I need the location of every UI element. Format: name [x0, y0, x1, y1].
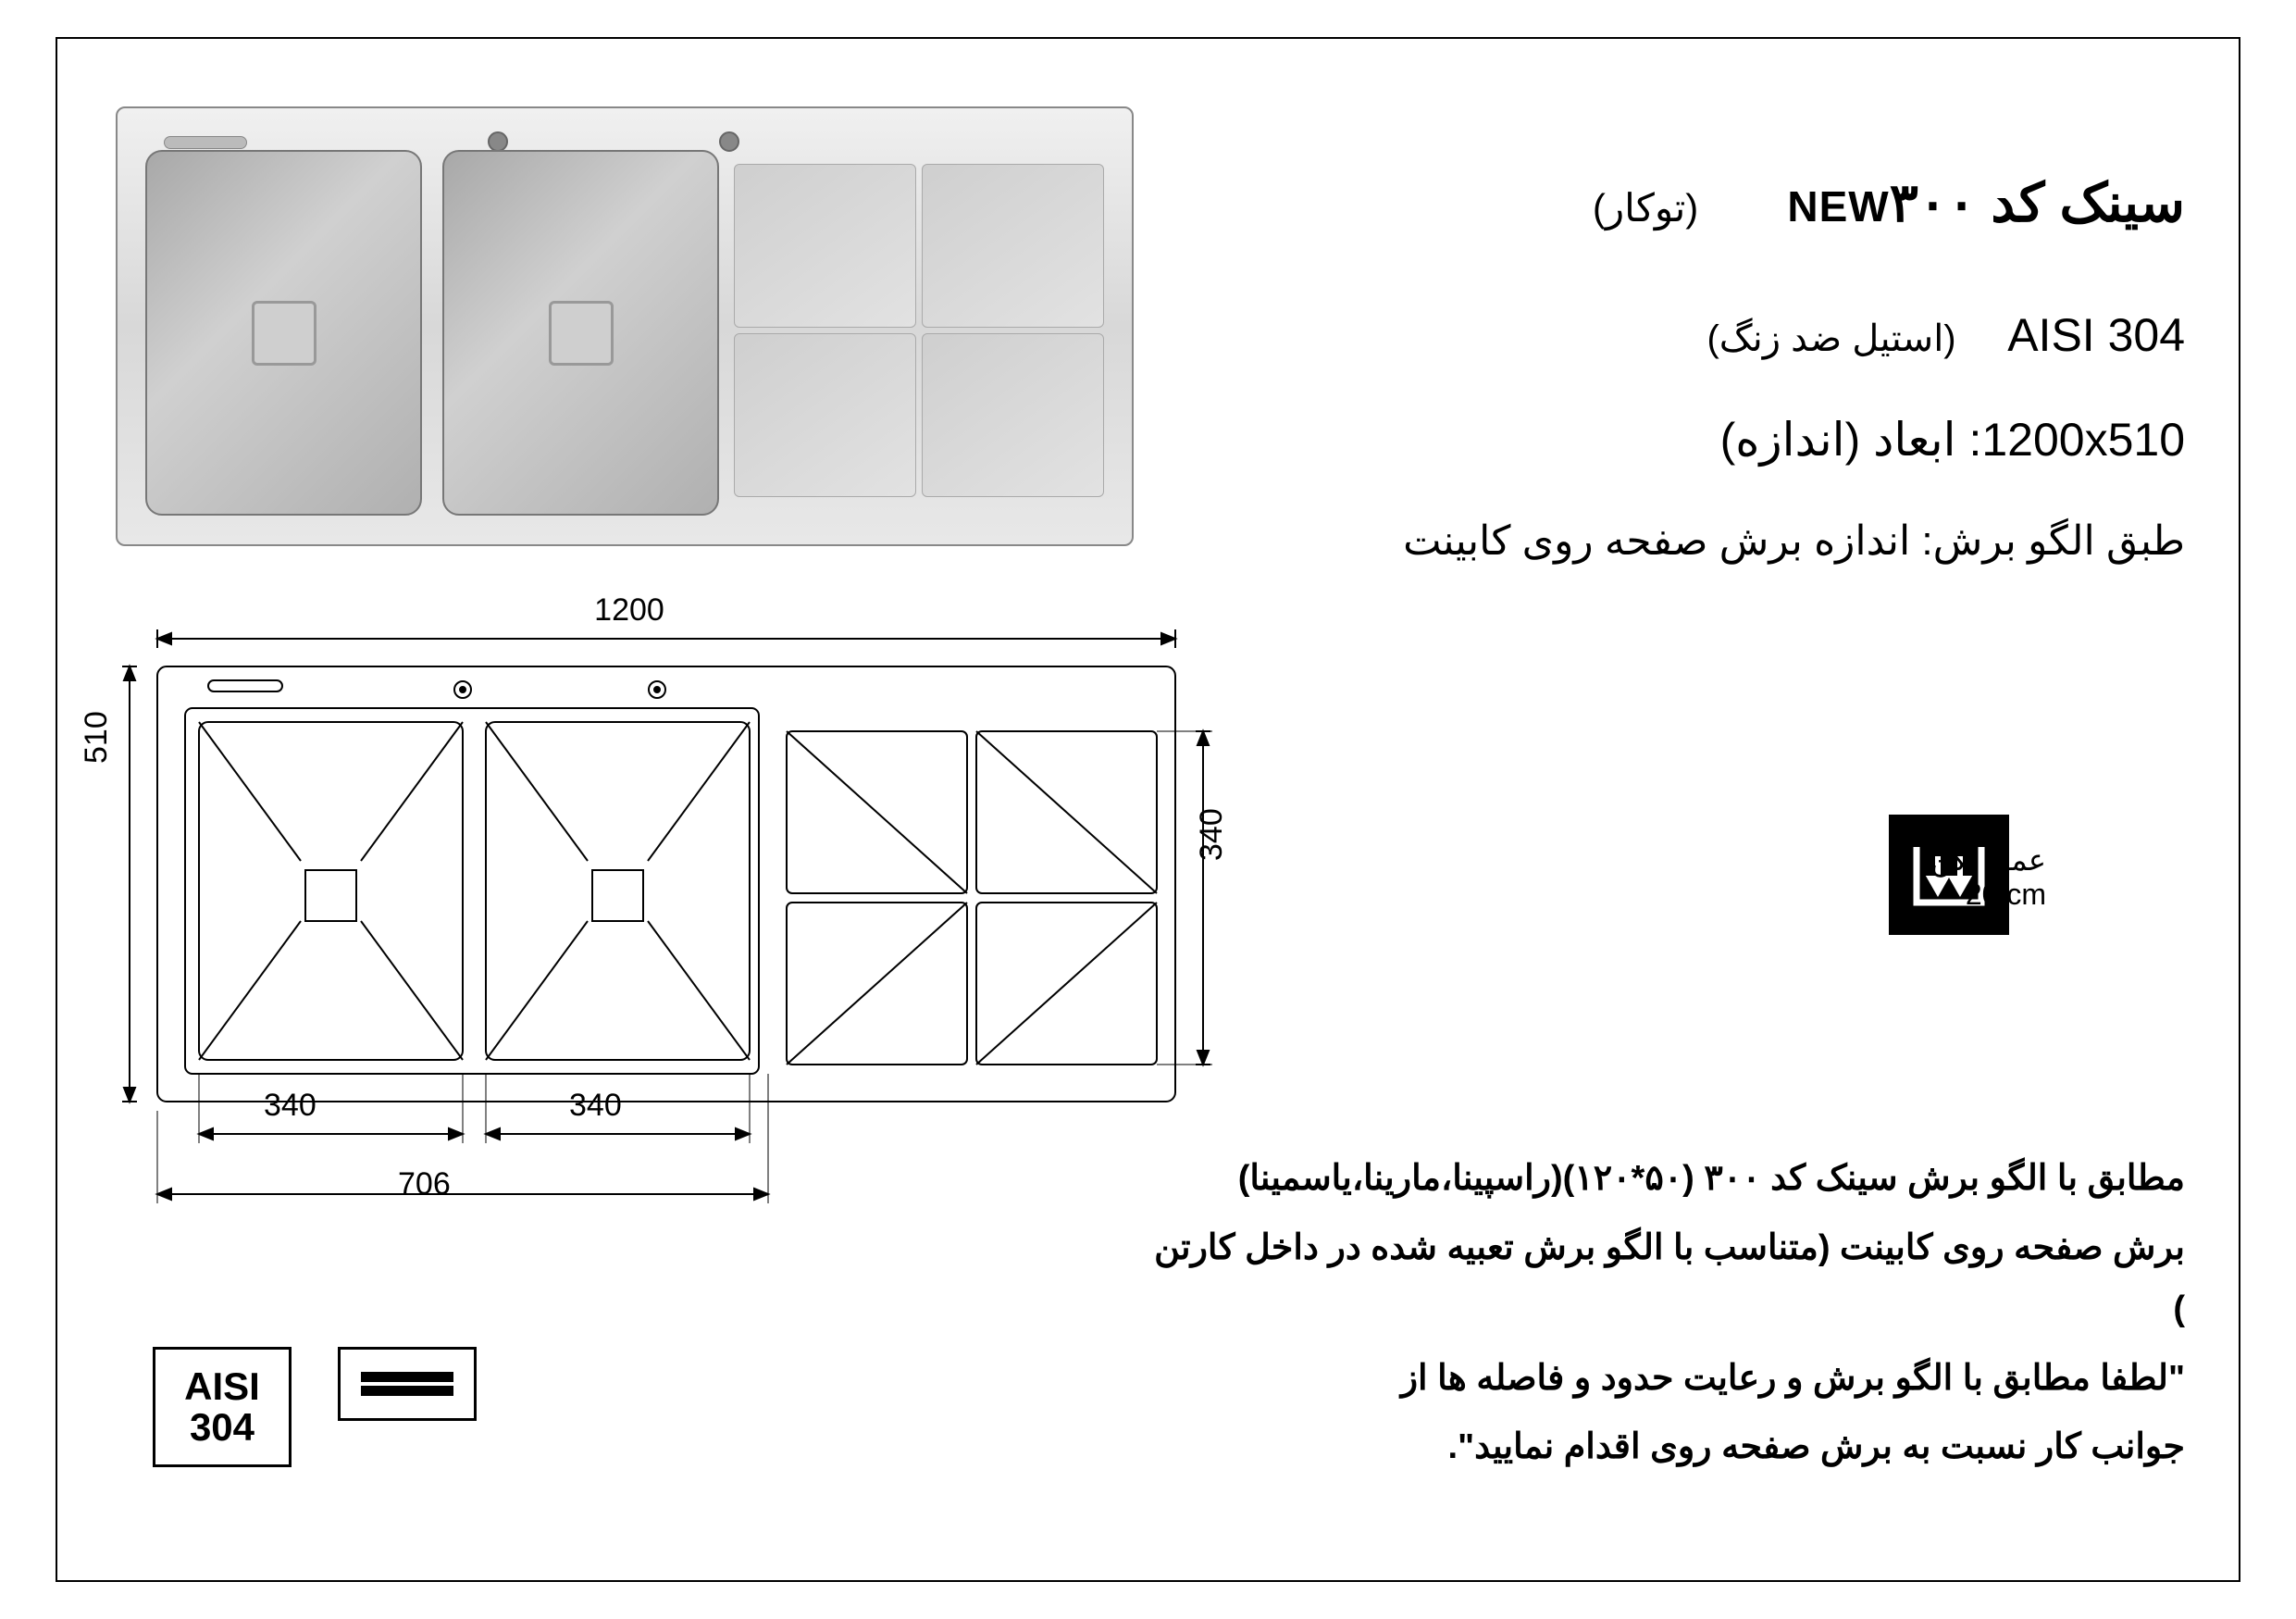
note-line: جوانب کار نسبت به برش صفحه روی اقدام نما… [1148, 1416, 2185, 1478]
drain-panel [734, 164, 916, 328]
drain-panel [922, 164, 1104, 328]
depth-value: 20 cm [1889, 878, 2046, 912]
drain-panel [922, 333, 1104, 497]
note-line: مطابق با الگو برش سینک کد ۳۰۰ (۵۰*۱۲۰)(ر… [1148, 1148, 2185, 1210]
drain-icon [549, 301, 614, 366]
tap-hole-icon [488, 131, 508, 152]
size-label: : ابعاد (اندازه) [1720, 414, 1982, 466]
grade-paren: (استیل ضد زنگ) [1706, 318, 1955, 359]
tap-hole-icon [719, 131, 739, 152]
dimension-bowl-1: 340 [264, 1088, 316, 1124]
spec-grade: AISI 304 (استیل ضد زنگ) [1241, 308, 2185, 362]
dimension-height: 510 [79, 711, 115, 764]
size-value: 1200x510 [1981, 413, 2185, 467]
title-label: سینک کد [1991, 173, 2185, 233]
drain-icon [252, 301, 316, 366]
title-code: ۳۰۰ [1890, 173, 1976, 233]
badge-slot-icon [338, 1347, 477, 1421]
drainboard [734, 164, 1104, 497]
spec-size: 1200x510: ابعاد (اندازه) [1241, 413, 2185, 467]
spec-pattern: طبق الگو برش: اندازه برش صفحه روی کابینت [1241, 517, 2185, 565]
badge-aisi-bottom: 304 [190, 1407, 254, 1448]
sink-bowls [145, 150, 719, 516]
badge-aisi: AISI 304 [153, 1347, 292, 1467]
sink-photo [116, 106, 1134, 546]
dimension-inner-height: 340 [1194, 808, 1230, 861]
title-new: NEW [1787, 182, 1889, 230]
grade-value: AISI 304 [2007, 308, 2185, 362]
depth-label: عمق لگن [1889, 842, 2046, 878]
note-line: "لطفا مطابق با الگو برش و رعایت حدود و ف… [1148, 1348, 2185, 1410]
overflow-slot [164, 136, 247, 149]
badge-aisi-top: AISI [184, 1366, 260, 1407]
badges: AISI 304 [153, 1347, 477, 1467]
title-type: (توکار) [1593, 186, 1698, 230]
dimension-width: 1200 [120, 592, 1138, 629]
product-title: سینک کد NEW۳۰۰ (توکار) [1241, 171, 2185, 234]
sink-bowl [442, 150, 719, 516]
dimension-bowl-2: 340 [569, 1088, 622, 1124]
drain-panel [734, 333, 916, 497]
depth-text: عمق لگن 20 cm [1889, 842, 2046, 912]
technical-drawing [120, 620, 1231, 1213]
notes-block: مطابق با الگو برش سینک کد ۳۰۰ (۵۰*۱۲۰)(ر… [1148, 1148, 2185, 1486]
dimension-bowls-total: 706 [398, 1166, 451, 1202]
note-line: برش صفحه روی کابینت (متناسب با الگو برش … [1148, 1217, 2185, 1340]
sink-bowl [145, 150, 422, 516]
info-panel: سینک کد NEW۳۰۰ (توکار) AISI 304 (استیل ض… [1241, 171, 2185, 611]
